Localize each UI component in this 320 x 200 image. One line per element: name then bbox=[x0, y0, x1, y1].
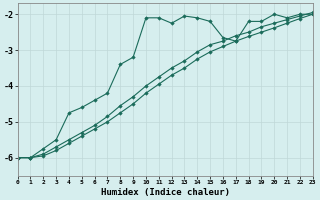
X-axis label: Humidex (Indice chaleur): Humidex (Indice chaleur) bbox=[101, 188, 230, 197]
